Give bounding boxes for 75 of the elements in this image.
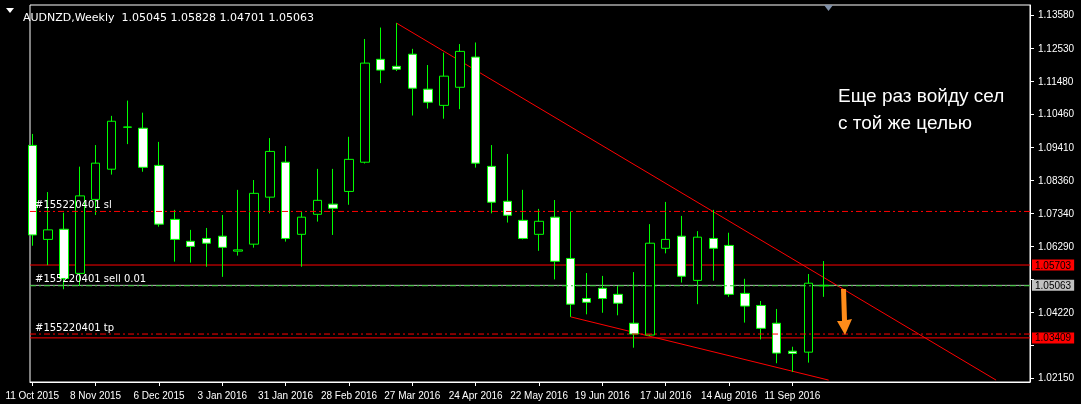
x-tick-label: 8 Nov 2015: [70, 389, 122, 401]
candlestick: [661, 201, 670, 254]
candlestick: [233, 189, 243, 257]
candlestick: [392, 22, 401, 72]
candlestick: [645, 223, 655, 337]
y-tick-label: 1.04220: [1038, 306, 1075, 318]
x-tick-label: 27 Mar 2016: [384, 389, 441, 401]
x-tick-label: 11 Oct 2015: [5, 389, 60, 401]
candlestick: [598, 275, 607, 314]
y-tick-label: 1.12530: [1038, 42, 1075, 54]
x-tick-label: 19 Jun 2016: [574, 389, 631, 401]
candlestick: [518, 189, 528, 240]
candlestick: [439, 52, 449, 120]
x-tick-label: 14 Aug 2016: [701, 389, 758, 401]
candlestick: [281, 145, 290, 243]
x-tick-label: 6 Dec 2015: [133, 389, 185, 401]
candlestick: [819, 260, 829, 298]
candlestick: [503, 153, 512, 224]
candlestick: [709, 209, 718, 282]
candlestick: [170, 209, 180, 263]
candlestick: [613, 285, 623, 316]
y-tick-label: 1.06290: [1038, 240, 1075, 252]
candlestick: [724, 232, 734, 298]
candlestick: [534, 208, 544, 252]
ref-line-label: 1.05703: [1035, 259, 1072, 271]
text: AUDNZD,Weekly 1.05045 1.05828 1.04701 1.05063: [23, 11, 314, 24]
candlestick: [154, 141, 164, 228]
candlestick: [313, 168, 322, 223]
x-tick-label: 3 Jan 2016: [197, 389, 248, 401]
candlestick: [376, 27, 385, 84]
candlestick: [138, 112, 148, 173]
candlestick: [772, 308, 781, 364]
candlestick: [756, 300, 766, 340]
annotation: Еще раз войду сел с той же целью: [838, 85, 1010, 133]
candlestick: [297, 211, 306, 268]
candlestick: [629, 271, 639, 349]
candlestick: [123, 100, 132, 145]
candlestick: [344, 136, 354, 206]
ref-line-label: #155220401 tp: [35, 321, 115, 333]
candlestick: [550, 199, 560, 280]
ref-line-label: 1.03409: [1035, 332, 1072, 344]
x-tick-label: 28 Feb 2016: [320, 389, 378, 401]
candlestick: [487, 144, 496, 214]
candlestick: [788, 346, 797, 373]
candlestick: [677, 215, 686, 284]
candlestick: [582, 272, 591, 315]
candlestick: [202, 227, 211, 268]
candlestick: [186, 229, 195, 264]
candlestick: [265, 137, 275, 214]
candlestick: [693, 230, 702, 305]
y-tick-label: 1.13580: [1038, 9, 1075, 21]
candlestick: [423, 64, 433, 110]
candlestick: [804, 273, 813, 364]
candlestick: [328, 168, 338, 236]
candlestick: [218, 214, 227, 278]
candlestick: [249, 179, 259, 249]
candlestick: [566, 210, 575, 318]
x-tick-label: 11 Sep 2016: [764, 389, 821, 401]
y-tick-label: 1.10460: [1038, 108, 1075, 120]
x-tick-label: 31 Jan 2016: [258, 389, 314, 401]
x-tick-label: 22 May 2016: [510, 389, 569, 401]
candlestick: [471, 41, 480, 169]
x-tick-label: 24 Apr 2016: [448, 389, 504, 401]
candlestick: [360, 38, 370, 164]
y-tick-label: 1.08360: [1038, 175, 1075, 187]
y-tick-label: 1.09410: [1038, 141, 1075, 153]
x-tick-label: 17 Jul 2016: [639, 389, 693, 401]
candlestick: [408, 48, 417, 117]
y-tick-label: 1.11480: [1038, 76, 1074, 88]
y-tick-label: 1.02150: [1038, 372, 1075, 384]
candlestick: [107, 115, 116, 176]
ref-line-label: 1.05063: [1035, 279, 1072, 291]
y-tick-label: 1.07340: [1038, 207, 1075, 219]
candlestick: [740, 278, 750, 324]
candlestick: [455, 43, 465, 110]
